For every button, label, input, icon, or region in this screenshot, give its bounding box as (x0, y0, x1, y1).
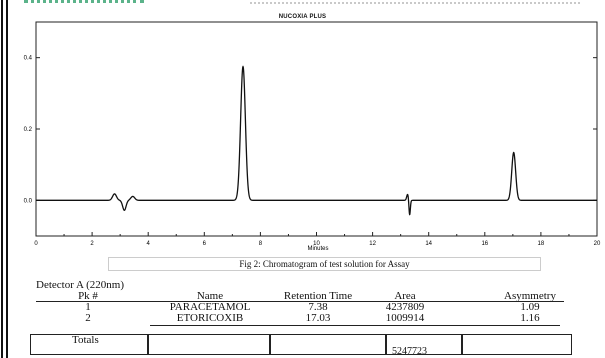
table-cell-name: ETORICOXIB (176, 312, 244, 324)
column-header-retention-time: Retention Time (283, 290, 353, 302)
table-cell-asymmetry: 1.09 (520, 301, 540, 313)
y-tick-label: 0.2 (24, 127, 33, 133)
totals-cell (462, 334, 572, 355)
detector-label: Detector A (220nm) (36, 279, 124, 291)
y-tick-label: 0.4 (24, 56, 33, 62)
table-cell-peak: 2 (85, 312, 91, 324)
table-cell-retention-time: 7.38 (308, 301, 328, 313)
left-border-inner-line (6, 0, 8, 358)
x-tick-label: 16 (481, 241, 488, 247)
table-cell-peak: 1 (85, 301, 91, 313)
column-header-peak: Pk # (78, 290, 98, 302)
x-tick-label: 4 (147, 241, 151, 247)
chart-title: NUCOXIA PLUS (278, 14, 327, 20)
x-tick-label: 8 (259, 241, 263, 247)
table-cell-name: PARACETAMOL (169, 301, 251, 313)
left-border-line (1, 0, 3, 358)
totals-cell (386, 334, 462, 355)
totals-label: Totals (72, 334, 99, 346)
totals-area: 5247723 (392, 346, 427, 357)
figure-caption: Fig 2: Chromatogram of test solution for… (239, 259, 410, 269)
decorative-scan-mark (24, 0, 144, 11)
decorative-scan-mark (250, 2, 580, 12)
x-tick-label: 12 (369, 241, 376, 247)
x-tick-label: 10 (313, 241, 320, 247)
table-cell-area: 1009914 (385, 312, 425, 324)
x-tick-label: 20 (594, 241, 601, 247)
plot-frame (35, 21, 598, 237)
totals-cell (148, 334, 270, 355)
x-tick-label: 0 (34, 241, 38, 247)
figure-caption-box: Fig 2: Chromatogram of test solution for… (108, 257, 541, 271)
table-header-rule (36, 301, 564, 302)
totals-cell (30, 334, 148, 355)
x-axis-label: Minutes (307, 246, 328, 252)
chromatogram-trace (36, 65, 597, 216)
column-header-name: Name (196, 290, 224, 302)
x-tick-label: 18 (538, 241, 545, 247)
table-cell-asymmetry: 1.16 (520, 312, 540, 324)
table-bottom-rule (150, 325, 560, 326)
totals-cell (270, 334, 386, 355)
table-cell-area: 4237809 (385, 301, 425, 313)
table-cell-retention-time: 17.03 (305, 312, 331, 324)
column-header-asymmetry: Asymmetry (504, 290, 556, 302)
plot-axes (35, 21, 598, 237)
x-tick-label: 6 (203, 241, 207, 247)
x-axis-ticks: 0 2 4 6 8 10 12 14 16 18 20 (34, 232, 601, 247)
x-tick-label: 2 (90, 241, 94, 247)
column-header-area: Area (394, 290, 416, 302)
x-tick-label: 14 (425, 241, 432, 247)
y-tick-label: 0.0 (24, 198, 33, 204)
